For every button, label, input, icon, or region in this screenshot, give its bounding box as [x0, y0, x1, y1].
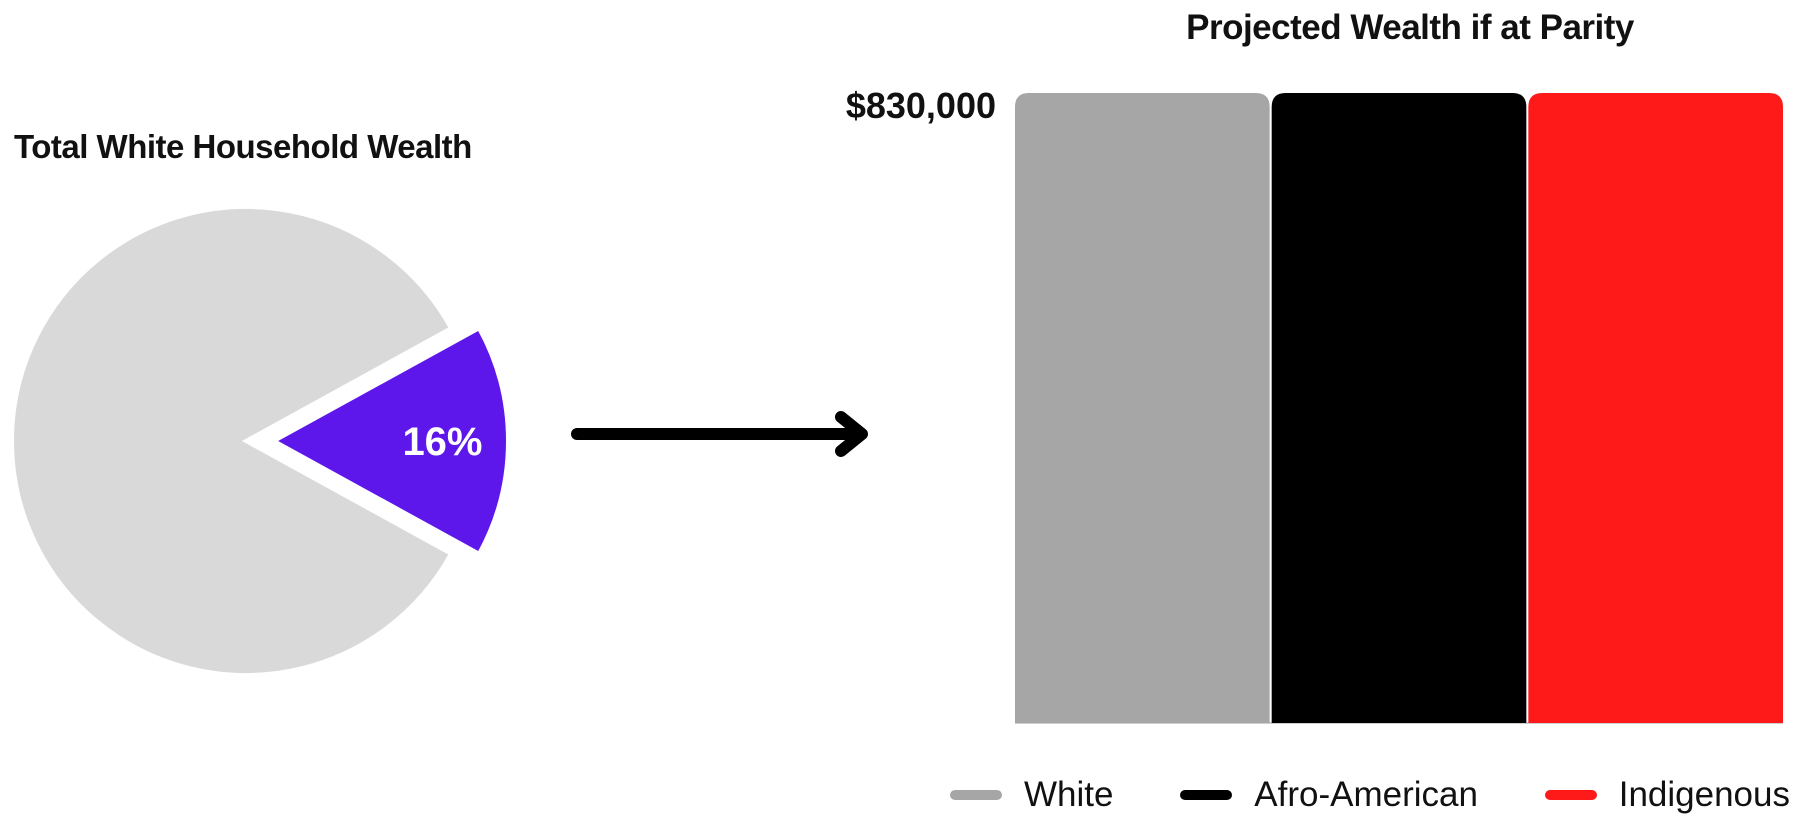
legend-item-afro-american: Afro-American [1180, 775, 1478, 815]
pie-slice-label: 16% [402, 420, 482, 464]
legend-item-indigenous: Indigenous [1544, 775, 1790, 815]
legend-swatch-indigenous [1544, 790, 1597, 800]
bar-white [1015, 93, 1270, 723]
bar-indigenous [1528, 93, 1783, 723]
legend-label-afro-american: Afro-American [1254, 775, 1478, 814]
bar-afro-american [1271, 93, 1527, 723]
legend-swatch-afro-american [1180, 790, 1233, 800]
legend-item-white: White [950, 775, 1113, 815]
bar-chart [1015, 93, 1783, 724]
legend-swatch-white [950, 790, 1002, 800]
pie-slice-1 [10, 205, 454, 677]
pie-chart-title: Total White Household Wealth [14, 128, 472, 165]
bar-chart-title: Projected Wealth if at Parity [1186, 8, 1634, 47]
bar-value-label: $830,000 [846, 85, 996, 126]
legend-label-white: White [1024, 775, 1114, 814]
bar-chart-legend: White Afro-American Indigenous [950, 775, 1790, 815]
right-arrow-icon [571, 411, 868, 457]
pie-chart: 16% [10, 205, 510, 677]
legend-label-indigenous: Indigenous [1618, 775, 1790, 814]
pie-slice-0 [269, 325, 510, 557]
